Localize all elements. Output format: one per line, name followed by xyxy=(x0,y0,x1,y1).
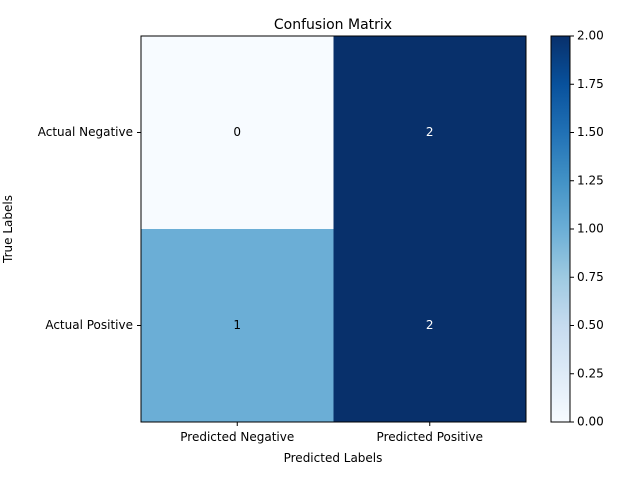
colorbar-tick-label: 0.00 xyxy=(577,415,604,429)
x-axis-ticks: Predicted Negative Predicted Positive xyxy=(180,422,483,444)
colorbar-ticks: 0.00 0.25 0.50 0.75 1.00 1.25 1.50 1.75 2.00 xyxy=(570,29,604,429)
colorbar xyxy=(550,35,571,423)
y-axis-ticks: Actual Negative Actual Positive xyxy=(38,125,141,332)
cell-value-label: 0 xyxy=(233,125,241,139)
chart-title: Confusion Matrix xyxy=(274,17,392,33)
x-tick-label: Predicted Positive xyxy=(377,430,483,444)
cell-value-label: 2 xyxy=(426,318,434,332)
heatmap-cell xyxy=(333,36,527,230)
colorbar-tick-label: 1.50 xyxy=(577,125,604,139)
y-tick-label: Actual Positive xyxy=(45,318,133,332)
cell-value-label: 2 xyxy=(426,125,434,139)
heatmap-cell xyxy=(333,229,527,423)
heatmap-cell xyxy=(141,229,334,423)
colorbar-tick-label: 0.50 xyxy=(577,318,604,332)
colorbar-tick-label: 0.25 xyxy=(577,366,604,380)
x-axis-label: Predicted Labels xyxy=(284,451,383,465)
y-axis-label: True Labels xyxy=(1,195,15,264)
x-tick-label: Predicted Negative xyxy=(180,430,294,444)
plot-frame xyxy=(140,35,527,423)
colorbar-tick-label: 0.75 xyxy=(577,270,604,284)
heatmap-cell xyxy=(141,36,334,230)
cell-value-label: 1 xyxy=(233,318,241,332)
colorbar-tick-label: 2.00 xyxy=(577,29,604,43)
heatmap-cells xyxy=(141,36,527,423)
colorbar-tick-label: 1.75 xyxy=(577,77,604,91)
colorbar-tick-label: 1.25 xyxy=(577,173,604,187)
colorbar-tick-label: 1.00 xyxy=(577,222,604,236)
y-tick-label: Actual Negative xyxy=(38,125,133,139)
heatmap-cell-labels: 0 2 1 2 xyxy=(233,125,433,332)
